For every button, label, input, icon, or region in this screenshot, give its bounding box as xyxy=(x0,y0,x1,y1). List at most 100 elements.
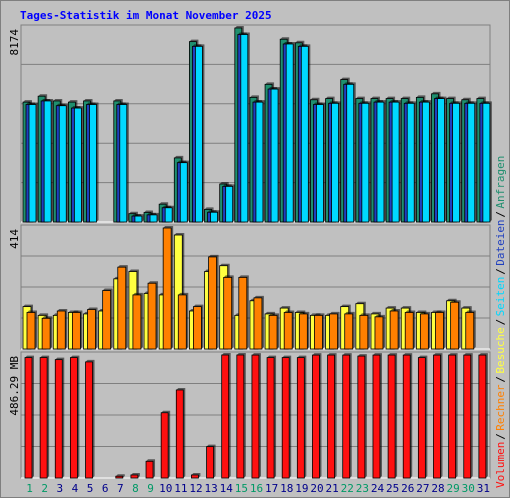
bar-volumen-day-24 xyxy=(372,353,382,479)
y-max-label-visits: 414 xyxy=(8,229,21,249)
bar-seiten-day-12 xyxy=(195,44,205,223)
x-tick-label: 19 xyxy=(295,482,308,495)
bar-seiten-day-17 xyxy=(270,87,281,223)
x-tick-label: 24 xyxy=(371,482,385,495)
bar-rechner-day-1 xyxy=(26,310,37,350)
x-tick-label: 6 xyxy=(102,482,109,495)
y-max-label-requests: 8174 xyxy=(8,29,21,56)
bar-seiten-day-20 xyxy=(316,102,326,223)
bar-volumen-day-9 xyxy=(145,459,156,479)
bar-volumen-day-14 xyxy=(221,353,231,479)
x-tick-label: 9 xyxy=(147,482,154,495)
x-tick-label: 12 xyxy=(189,482,202,495)
bar-volumen-day-21 xyxy=(327,353,337,479)
bar-volumen-day-8 xyxy=(130,472,140,479)
bar-volumen-day-25 xyxy=(387,353,398,479)
bar-volumen-day-15 xyxy=(236,353,246,479)
legend-separator: / xyxy=(494,433,507,440)
x-tick-label: 16 xyxy=(250,482,263,495)
bar-volumen-day-10 xyxy=(160,410,171,479)
bar-rechner-day-13 xyxy=(208,254,219,350)
x-tick-label: 28 xyxy=(431,482,444,495)
x-tick-label: 30 xyxy=(462,482,475,495)
bar-volumen-day-17 xyxy=(266,355,277,479)
x-tick-label: 25 xyxy=(386,482,399,495)
bar-seiten-day-9 xyxy=(149,212,160,223)
x-tick-label: 7 xyxy=(117,482,124,495)
x-tick-label: 31 xyxy=(477,482,490,495)
bar-rechner-day-17 xyxy=(268,313,280,350)
bar-volumen-day-30 xyxy=(463,353,473,479)
legend-seiten: Seiten xyxy=(494,277,507,317)
bar-seiten-day-29 xyxy=(452,101,462,223)
bar-volumen-day-5 xyxy=(85,359,95,479)
x-tick-label: 29 xyxy=(447,482,460,495)
bar-volumen-day-7 xyxy=(115,474,125,479)
y-max-label-volume: 486.29 MB xyxy=(8,356,21,416)
bar-rechner-day-21 xyxy=(329,311,340,350)
bar-seiten-day-7 xyxy=(119,102,129,223)
legend-besuche: Besuche xyxy=(494,327,507,373)
x-tick-label: 5 xyxy=(87,482,94,495)
bar-volumen-day-13 xyxy=(206,444,216,479)
bar-volumen-day-2 xyxy=(39,355,50,479)
legend-anfragen: Anfragen xyxy=(494,156,507,209)
chart-title: Tages-Statistik im Monat November 2025 xyxy=(20,9,272,22)
x-tick-label: 13 xyxy=(204,482,217,495)
x-tick-label: 22 xyxy=(341,482,354,495)
bar-seiten-day-24 xyxy=(376,100,386,223)
bar-rechner-day-10 xyxy=(162,226,174,350)
bar-volumen-day-12 xyxy=(191,472,201,479)
legend-separator: / xyxy=(494,319,507,326)
bar-seiten-day-23 xyxy=(361,101,371,223)
bar-seiten-day-21 xyxy=(331,101,341,223)
bar-seiten-day-2 xyxy=(43,98,54,223)
bar-rechner-day-5 xyxy=(87,307,98,350)
bar-rechner-day-20 xyxy=(314,313,325,350)
legend-rechner: Rechner xyxy=(494,384,507,431)
bar-rechner-day-9 xyxy=(147,281,159,350)
bar-seiten-day-5 xyxy=(89,102,99,223)
bar-rechner-day-8 xyxy=(132,292,143,350)
bar-seiten-day-14 xyxy=(225,184,235,223)
bar-seiten-day-22 xyxy=(346,82,356,223)
bar-volumen-day-23 xyxy=(357,354,367,479)
bar-rechner-day-16 xyxy=(253,295,264,350)
bar-rechner-day-7 xyxy=(117,265,128,350)
bar-rechner-day-26 xyxy=(404,310,416,350)
bar-seiten-day-8 xyxy=(134,214,144,223)
bar-volumen-day-18 xyxy=(281,355,292,479)
bar-rechner-day-6 xyxy=(102,288,113,350)
bar-rechner-day-15 xyxy=(238,275,249,350)
bar-volumen-day-1 xyxy=(24,355,34,479)
bar-rechner-day-19 xyxy=(298,311,310,350)
bar-volumen-day-16 xyxy=(251,353,261,479)
bar-volumen-day-3 xyxy=(54,357,65,479)
bar-seiten-day-11 xyxy=(179,160,190,223)
x-tick-label: 17 xyxy=(265,482,278,495)
bar-volumen-day-29 xyxy=(448,353,458,479)
bar-rechner-day-14 xyxy=(223,275,234,350)
legend-dateien: Dateien xyxy=(494,219,507,265)
bar-volumen-day-26 xyxy=(402,353,413,479)
bar-seiten-day-15 xyxy=(240,32,250,223)
bar-volumen-day-28 xyxy=(433,353,443,479)
bar-volumen-day-22 xyxy=(342,353,352,479)
bar-volumen-day-27 xyxy=(417,355,428,479)
x-tick-label: 2 xyxy=(41,482,48,495)
x-tick-label: 3 xyxy=(57,482,64,495)
bar-rechner-day-28 xyxy=(435,310,446,350)
bar-volumen-day-31 xyxy=(478,353,488,479)
bar-rechner-day-25 xyxy=(389,309,401,350)
bar-volumen-day-4 xyxy=(69,355,80,479)
x-tick-label: 8 xyxy=(132,482,139,495)
legend-volumen: Volumen xyxy=(494,442,507,488)
bar-seiten-day-31 xyxy=(482,101,492,223)
legend-separator: / xyxy=(494,268,507,275)
bar-seiten-day-18 xyxy=(285,41,296,223)
bar-rechner-day-30 xyxy=(465,310,476,350)
bar-volumen-day-20 xyxy=(312,353,322,479)
x-tick-label: 23 xyxy=(356,482,369,495)
bar-seiten-day-27 xyxy=(421,100,432,223)
